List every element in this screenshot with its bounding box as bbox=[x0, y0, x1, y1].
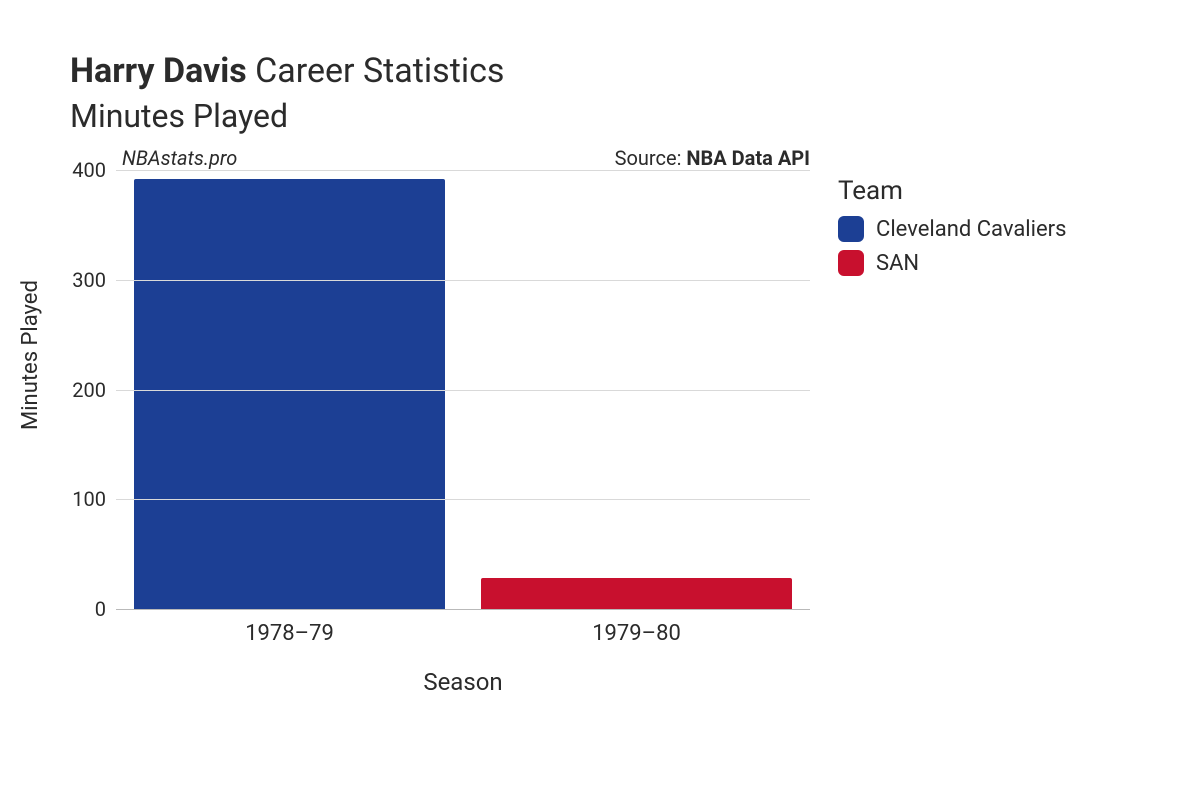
x-axis-title: Season bbox=[116, 668, 810, 696]
bar bbox=[481, 578, 792, 609]
y-tick-label: 300 bbox=[72, 268, 106, 292]
legend-swatch bbox=[838, 250, 864, 276]
gridline bbox=[116, 499, 810, 500]
legend-label: SAN bbox=[876, 251, 919, 276]
chart-subtitle: Minutes Played bbox=[70, 97, 1160, 135]
chart-topbar: NBAstats.pro Source: NBA Data API bbox=[116, 146, 810, 170]
bar bbox=[134, 179, 445, 609]
gridline bbox=[116, 390, 810, 391]
plot-area: NBAstats.pro Source: NBA Data API 010020… bbox=[70, 170, 810, 650]
x-tick-label: 1979–80 bbox=[463, 621, 810, 646]
x-tick-row: 1978–791979–80 bbox=[116, 621, 810, 646]
y-tick-label: 100 bbox=[72, 487, 106, 511]
title-player-name: Harry Davis bbox=[70, 51, 247, 91]
legend-title: Team bbox=[838, 176, 1066, 206]
source-label: Source: bbox=[615, 146, 687, 170]
y-tick-label: 0 bbox=[95, 597, 106, 621]
chart-inner: 0100200300400 bbox=[116, 170, 810, 610]
y-tick-label: 200 bbox=[72, 378, 106, 402]
legend-item: SAN bbox=[838, 250, 1066, 276]
gridline bbox=[116, 280, 810, 281]
chart-title: Harry Davis Career Statistics bbox=[70, 50, 1160, 93]
y-tick-label: 400 bbox=[72, 158, 106, 182]
legend-swatch bbox=[838, 216, 864, 242]
legend-item: Cleveland Cavaliers bbox=[838, 216, 1066, 242]
legend-label: Cleveland Cavaliers bbox=[876, 217, 1066, 242]
legend: Team Cleveland Cavaliers SAN bbox=[838, 176, 1066, 284]
chart-container: Harry Davis Career Statistics Minutes Pl… bbox=[0, 0, 1200, 800]
y-axis-title: Minutes Played bbox=[18, 280, 43, 430]
source-name: NBA Data API bbox=[686, 146, 810, 170]
gridline bbox=[116, 170, 810, 171]
title-rest: Career Statistics bbox=[247, 51, 505, 91]
watermark-text: NBAstats.pro bbox=[116, 146, 237, 170]
source-text: Source: NBA Data API bbox=[615, 146, 810, 170]
x-tick-label: 1978–79 bbox=[116, 621, 463, 646]
